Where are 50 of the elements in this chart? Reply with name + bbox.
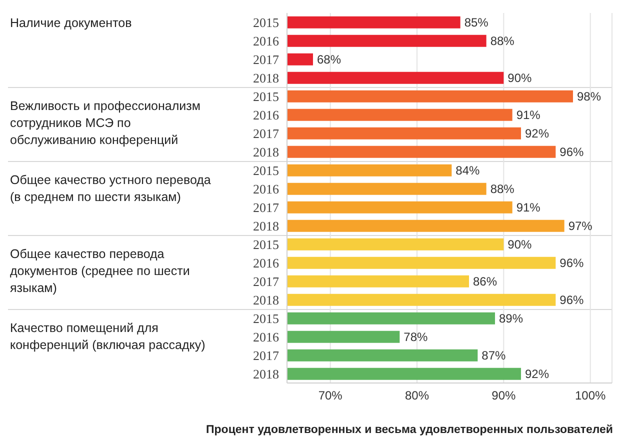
y-tick-label: 2016 [253,329,280,344]
text: Качество помещений для конференций (включая рассадку) [10,320,206,354]
x-tick-label: 100% [574,388,606,403]
data-label: 91% [516,200,541,215]
y-tick-label: 2015 [253,236,279,252]
data-label: 84% [456,164,480,178]
data-label: 89% [499,312,524,326]
y-tick-label: 2017 [253,348,280,363]
text: Вежливость и профессионализм сотрудников МСЭ по обслуживанию конференций [10,98,202,150]
data-label: 91% [516,108,541,122]
y-tick-label: 2017 [253,200,280,215]
y-tick-label: 2016 [253,33,280,48]
text: Общее качество устного перевода (в среднем по шести языкам) [10,172,212,206]
data-label: 97% [568,219,593,234]
y-tick-label: 2017 [253,126,280,141]
y-tick-label: 2018 [253,218,279,234]
y-tick-label: 2018 [253,70,279,86]
y-tick-label: 2017 [253,274,280,289]
x-tick-label: 80% [404,388,430,403]
y-tick-label: 2015 [253,14,279,30]
y-tick-label: 2016 [253,181,280,196]
data-label: 85% [464,16,489,30]
data-label: 98% [577,90,602,104]
y-tick-label: 2018 [253,144,279,160]
y-tick-label: 2016 [253,255,280,270]
data-label: 90% [508,238,532,252]
text: Наличие документов [10,15,133,32]
data-label: 68% [317,52,342,67]
data-label: 92% [525,126,550,141]
data-label: 96% [560,256,584,270]
y-tick-label: 2015 [253,88,279,104]
data-label: 87% [482,348,506,363]
data-label: 90% [508,71,532,86]
data-label: 78% [404,330,428,344]
x-axis-title: Процент удовлетворенных и весьма удовлетворенных пользователей [206,424,613,436]
y-tick-label: 2017 [253,52,280,67]
data-label: 96% [560,145,584,160]
y-tick-label: 2015 [253,310,279,326]
y-tick-label: 2018 [253,366,279,382]
x-tick-label: 70% [318,388,343,403]
data-label: 88% [490,34,515,48]
data-label: 96% [560,293,584,308]
data-label: 86% [473,274,498,289]
data-label: 88% [490,182,515,196]
y-tick-label: 2016 [253,107,280,122]
data-label: 92% [525,367,550,382]
y-tick-label: 2015 [253,162,279,178]
y-tick-label: 2018 [253,292,279,308]
text: Общее качество перевода документов (среднее по шести языкам) [10,246,191,298]
x-tick-label: 90% [492,388,516,403]
